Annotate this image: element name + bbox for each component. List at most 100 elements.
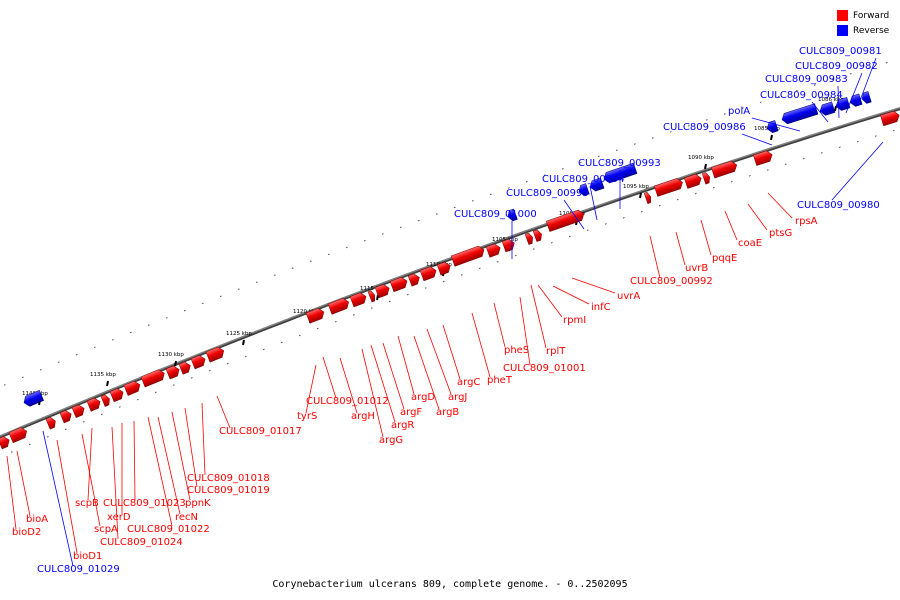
forward-gene[interactable] xyxy=(389,276,409,293)
tick-mark xyxy=(174,360,177,367)
reverse-gene[interactable] xyxy=(765,120,779,134)
gene-label-culc809-00984[interactable]: CULC809_00984 xyxy=(760,90,843,101)
gene-label-culc809-00986[interactable]: CULC809_00986 xyxy=(663,122,746,133)
gene-label-argb[interactable]: argB xyxy=(436,407,459,418)
reverse-gene[interactable] xyxy=(818,101,836,117)
forward-gene[interactable] xyxy=(436,261,452,276)
gene-label-coae[interactable]: coaE xyxy=(738,238,762,249)
forward-gene[interactable] xyxy=(501,238,516,253)
gene-label-culc809-01001[interactable]: CULC809_01001 xyxy=(503,363,586,374)
gene-label-uvrb[interactable]: uvrB xyxy=(685,263,708,274)
gene-label-ppnk[interactable]: ppnK xyxy=(185,498,211,509)
gene-label-culc809-00983[interactable]: CULC809_00983 xyxy=(765,74,848,85)
gene-label-culc809-00992[interactable]: CULC809_00992 xyxy=(630,276,713,287)
leader-line xyxy=(201,402,206,476)
gene-label-culc809-01018[interactable]: CULC809_01018 xyxy=(187,473,270,484)
forward-gene[interactable] xyxy=(59,409,73,424)
gene-label-culc809-00981[interactable]: CULC809_00981 xyxy=(799,46,882,57)
leader-line xyxy=(397,335,415,395)
forward-gene[interactable] xyxy=(532,229,543,242)
forward-gene[interactable] xyxy=(349,291,368,308)
forward-gene[interactable] xyxy=(327,297,351,315)
gene-label-culc809-01029[interactable]: CULC809_01029 xyxy=(37,564,120,575)
gene-label-scpa[interactable]: scpA xyxy=(94,524,118,535)
forward-gene[interactable] xyxy=(710,160,738,179)
gene-label-biod2[interactable]: bioD2 xyxy=(12,527,41,538)
forward-gene[interactable] xyxy=(880,110,900,127)
gene-label-argj[interactable]: argJ xyxy=(448,392,467,403)
gene-label-infc[interactable]: infC xyxy=(591,302,611,313)
gene-label-culc809-00995[interactable]: CULC809_00995 xyxy=(506,188,589,199)
tick-label: 1125 kbp xyxy=(226,331,252,337)
gene-label-bioa[interactable]: bioA xyxy=(26,514,48,525)
forward-gene[interactable] xyxy=(109,387,125,403)
gene-label-scpb[interactable]: scpB xyxy=(75,498,99,509)
forward-gene[interactable] xyxy=(178,360,192,375)
forward-gene[interactable] xyxy=(205,346,226,363)
gene-label-uvra[interactable]: uvrA xyxy=(617,291,640,302)
gene-label-culc809-01023[interactable]: CULC809_01023 xyxy=(103,498,186,509)
gene-label-culc809-01000[interactable]: CULC809_01000 xyxy=(454,209,537,220)
reverse-gene[interactable] xyxy=(860,91,872,104)
forward-gene[interactable] xyxy=(45,416,58,430)
gene-label-argh[interactable]: argH xyxy=(351,411,375,422)
gene-label-pola[interactable]: polA xyxy=(728,106,750,117)
forward-gene[interactable] xyxy=(165,364,181,380)
forward-gene[interactable] xyxy=(190,354,207,370)
forward-gene[interactable] xyxy=(0,435,11,450)
forward-gene[interactable] xyxy=(305,307,326,324)
gene-label-culc809-01019[interactable]: CULC809_01019 xyxy=(187,485,270,496)
gene-label-culc809-01012[interactable]: CULC809_01012 xyxy=(306,396,389,407)
forward-gene[interactable] xyxy=(524,232,534,245)
gene-label-xerd[interactable]: xerD xyxy=(107,512,131,523)
reverse-gene[interactable] xyxy=(577,183,590,197)
gene-label-argg[interactable]: argG xyxy=(379,435,403,446)
forward-gene[interactable] xyxy=(485,243,502,258)
reverse-gene[interactable] xyxy=(834,96,851,111)
gene-label-argr[interactable]: argR xyxy=(391,420,414,431)
forward-gene[interactable] xyxy=(683,173,703,189)
gene-label-pqqe[interactable]: pqqE xyxy=(712,253,737,264)
gene-label-rpmi[interactable]: rpmI xyxy=(563,315,586,326)
legend-reverse: Reverse xyxy=(837,23,889,38)
gene-label-culc809-00980[interactable]: CULC809_00980 xyxy=(797,200,880,211)
forward-gene[interactable] xyxy=(419,265,438,282)
forward-gene[interactable] xyxy=(140,368,166,388)
forward-gene[interactable] xyxy=(86,397,102,412)
gene-label-culc809-00993[interactable]: CULC809_00993 xyxy=(578,158,661,169)
tick-label: 1086 kbp xyxy=(818,97,844,103)
forward-gene[interactable] xyxy=(367,290,377,303)
gene-label-argc[interactable]: argC xyxy=(457,377,480,388)
forward-gene[interactable] xyxy=(653,177,684,197)
gene-label-culc809-00982[interactable]: CULC809_00982 xyxy=(795,61,878,72)
gene-label-biod1[interactable]: bioD1 xyxy=(73,551,102,562)
reverse-gene[interactable] xyxy=(602,162,638,184)
leader-line xyxy=(857,57,877,107)
forward-gene[interactable] xyxy=(407,272,421,287)
forward-gene[interactable] xyxy=(374,283,391,299)
gene-label-ptsg[interactable]: ptsG xyxy=(769,228,792,239)
gene-label-rpsa[interactable]: rpsA xyxy=(795,216,818,227)
forward-gene[interactable] xyxy=(123,380,142,396)
gene-label-tyrs[interactable]: tyrS xyxy=(297,411,317,422)
forward-gene[interactable] xyxy=(100,394,112,407)
gene-label-phes[interactable]: pheS xyxy=(504,345,529,356)
gene-label-rplt[interactable]: rplT xyxy=(546,346,566,357)
gene-label-culc809-01022[interactable]: CULC809_01022 xyxy=(127,524,210,535)
forward-gene[interactable] xyxy=(701,172,711,185)
forward-gene[interactable] xyxy=(643,192,652,205)
reverse-gene[interactable] xyxy=(22,390,44,408)
gene-label-argf[interactable]: argF xyxy=(400,407,422,418)
forward-gene[interactable] xyxy=(450,245,486,267)
forward-gene[interactable] xyxy=(71,403,86,419)
gene-label-argd[interactable]: argD xyxy=(411,392,435,403)
gene-label-culc809-01017[interactable]: CULC809_01017 xyxy=(219,426,302,437)
gene-label-recn[interactable]: recN xyxy=(175,512,198,523)
gene-label-culc809-01024[interactable]: CULC809_01024 xyxy=(100,537,183,548)
forward-gene[interactable] xyxy=(8,426,29,444)
reverse-gene[interactable] xyxy=(780,103,819,125)
gene-label-culc809-00994[interactable]: CULC809_00994 xyxy=(542,174,625,185)
forward-gene[interactable] xyxy=(752,150,774,166)
gene-label-phet[interactable]: pheT xyxy=(487,375,513,386)
reverse-gene[interactable] xyxy=(506,208,518,222)
